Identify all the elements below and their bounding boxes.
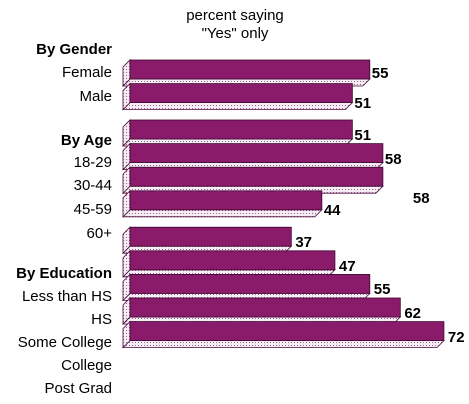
category-label-college: College xyxy=(61,357,112,374)
category-label-18-29: 18-29 xyxy=(73,154,112,171)
bar-18-29 xyxy=(129,119,353,140)
bar-30-44 xyxy=(129,143,384,164)
bar-45-59 xyxy=(129,166,384,187)
group-label-gender: By Gender xyxy=(36,41,112,58)
category-label-female: Female xyxy=(61,64,112,81)
value-label-college: 62 xyxy=(404,305,421,322)
value-label-18-29: 51 xyxy=(354,127,372,144)
category-label-45-59: 45-59 xyxy=(73,201,112,218)
bar-male xyxy=(129,83,353,103)
value-label-30-44: 58 xyxy=(384,150,402,168)
category-label-some-college: Some College xyxy=(17,334,112,351)
value-label-male: 51 xyxy=(354,94,372,112)
group-label-age: By Age xyxy=(60,132,112,149)
category-label-hs: HS xyxy=(91,311,112,328)
bar-depth-post-grad xyxy=(122,340,445,349)
category-label-60-plus: 60+ xyxy=(86,225,112,242)
bar-less-than-hs xyxy=(129,226,292,247)
bar-hs xyxy=(129,250,336,271)
value-label-hs: 47 xyxy=(338,257,356,275)
value-label-some-college: 55 xyxy=(373,281,391,299)
chart-subtitle-line-1: percent saying xyxy=(186,7,284,24)
category-label-post-grad: Post Grad xyxy=(44,380,112,397)
bar-depth-60-plus xyxy=(122,209,323,218)
category-label-30-44: 30-44 xyxy=(73,177,112,194)
bar-60-plus xyxy=(129,190,323,211)
group-label-education: By Education xyxy=(16,265,112,282)
value-label-post-grad: 72 xyxy=(447,328,465,346)
category-label-male: Male xyxy=(79,88,112,105)
value-label-45-59: 58 xyxy=(412,190,430,208)
bar-post-grad xyxy=(129,321,445,342)
value-label-female: 55 xyxy=(371,65,389,82)
chart-subtitle-line-2: "Yes" only xyxy=(201,25,269,42)
value-label-60-plus: 44 xyxy=(323,201,341,219)
value-label-less-than-hs: 37 xyxy=(295,234,312,252)
bar-some-college xyxy=(129,273,371,294)
bar-female xyxy=(129,59,371,80)
bar-depth-male xyxy=(122,102,354,110)
bar-college xyxy=(129,297,401,318)
category-label-less-than-hs: Less than HS xyxy=(21,288,112,305)
